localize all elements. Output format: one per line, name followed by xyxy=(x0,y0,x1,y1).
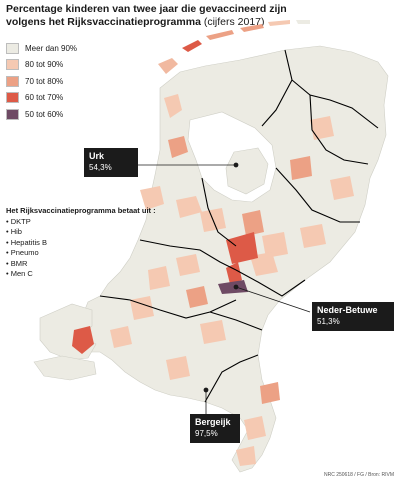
legend-swatch xyxy=(6,92,19,104)
callout-name: Bergeijk xyxy=(195,417,231,427)
zeeland-hot xyxy=(72,326,94,354)
program-items: DKTP Hib Hepatitis B Pneumo BMR Men C xyxy=(6,217,156,280)
callout-neder-betuwe: Neder-Betuwe 51,3% xyxy=(312,302,394,331)
program-heading: Het Rijksvaccinatieprogramma betaat uit … xyxy=(6,206,156,215)
callout-pointers xyxy=(137,162,311,414)
wadden-island-4 xyxy=(240,24,264,32)
wadden-island-3 xyxy=(206,30,234,40)
callout-urk: Urk 54,3% xyxy=(84,148,138,177)
callout-name: Neder-Betuwe xyxy=(317,305,378,315)
flevoland xyxy=(225,147,269,195)
wadden-island-5 xyxy=(268,20,290,26)
wadden-island-1 xyxy=(158,58,178,74)
legend-label: 50 tot 60% xyxy=(25,109,64,119)
legend-label: 70 tot 80% xyxy=(25,76,64,86)
legend-label: 80 tot 90% xyxy=(25,60,64,70)
legend-item: Meer dan 90% xyxy=(6,40,77,57)
legend-swatch xyxy=(6,75,19,87)
program-item: Pneumo xyxy=(6,248,156,259)
legend-label: 60 tot 70% xyxy=(25,93,64,103)
legend-item: 70 tot 80% xyxy=(6,73,77,90)
legend-swatch xyxy=(6,59,19,71)
legend-swatch xyxy=(6,108,19,120)
callout-value: 54,3% xyxy=(89,163,112,172)
program-item: DKTP xyxy=(6,217,156,228)
program-item: Men C xyxy=(6,269,156,280)
zeeland-south xyxy=(33,355,97,381)
title-main: Percentage kinderen van twee jaar die ge… xyxy=(6,3,287,28)
wadden-island-6 xyxy=(296,20,310,24)
source-credit: NRC 250618 / FG / Bron: RIVM xyxy=(323,472,394,478)
legend-swatch xyxy=(6,42,19,54)
map-legend: Meer dan 90% 80 tot 90% 70 tot 80% 60 to… xyxy=(6,40,77,123)
program-item: Hib xyxy=(6,227,156,238)
vaccination-program-list: Het Rijksvaccinatieprogramma betaat uit … xyxy=(6,206,156,280)
map-title: Percentage kinderen van twee jaar die ge… xyxy=(6,3,306,29)
legend-item: 60 tot 70% xyxy=(6,90,77,107)
callout-value: 51,3% xyxy=(317,317,340,326)
callout-name: Urk xyxy=(89,151,105,161)
title-sub: (cijfers 2017) xyxy=(203,16,265,28)
province-borders xyxy=(99,49,379,403)
callout-bergeijk: Bergeijk 97,5% xyxy=(190,414,240,443)
legend-item: 50 tot 60% xyxy=(6,106,77,123)
municipality-shading xyxy=(110,94,354,466)
callout-value: 97,5% xyxy=(195,429,218,438)
legend-label: Meer dan 90% xyxy=(25,43,78,53)
legend-item: 80 tot 90% xyxy=(6,57,77,74)
program-item: Hepatitis B xyxy=(6,238,156,249)
program-item: BMR xyxy=(6,259,156,270)
wadden-island-2 xyxy=(182,40,202,52)
